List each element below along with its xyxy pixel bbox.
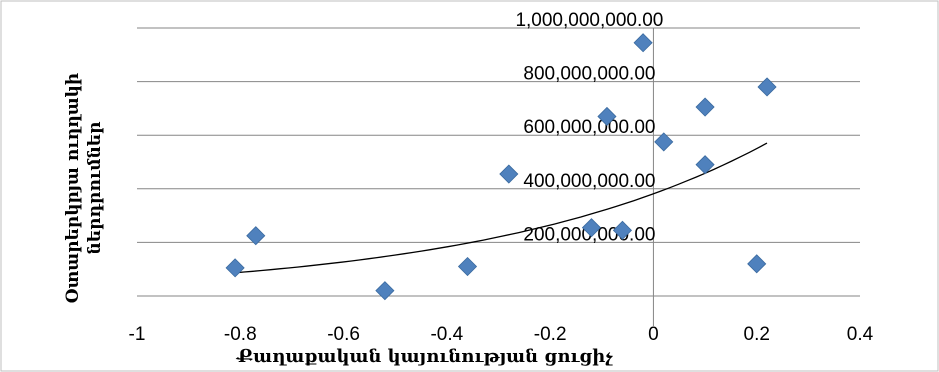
trendline-curve	[235, 142, 768, 274]
y-tick-label: 1,000,000,000.00	[515, 10, 663, 31]
x-tick-label: 0.4	[847, 324, 874, 345]
data-point	[695, 155, 715, 175]
data-point	[597, 106, 617, 127]
y-tick-label: 400,000,000.00	[523, 171, 655, 192]
data-point	[747, 254, 767, 274]
x-tick-label: -0.2	[534, 324, 567, 345]
data-point	[375, 281, 395, 301]
y-tick-label: 800,000,000.00	[523, 64, 655, 85]
data-point	[757, 77, 777, 97]
trendline	[235, 142, 768, 274]
x-tick-label: -1	[129, 324, 146, 345]
data-points	[225, 33, 777, 301]
gridlines	[137, 27, 860, 243]
data-point	[225, 258, 245, 278]
data-point	[612, 220, 633, 240]
x-tick-labels: -1 -0.8 -0.6 -0.4 -0.2 0 0.2 0.4	[129, 324, 874, 345]
data-point	[633, 33, 653, 53]
x-tick-label: -0.4	[430, 324, 463, 345]
data-point	[695, 97, 715, 117]
data-point	[457, 256, 478, 277]
data-point	[499, 164, 519, 184]
axes	[137, 28, 860, 326]
y-axis-title: Օտարերկրյա ուղղակի ներդրումներ	[63, 73, 105, 303]
y-tick-label: 600,000,000.00	[523, 117, 655, 138]
x-tick-label: 0	[648, 324, 659, 345]
x-axis-title: Քաղաքական կայունության ցուցիչ	[235, 346, 613, 367]
y-tick-labels: 200,000,000.00400,000,000.00600,000,000.…	[515, 10, 663, 245]
data-point	[246, 226, 266, 246]
data-point	[654, 132, 674, 152]
data-point	[581, 218, 602, 238]
x-tick-label: -0.8	[224, 324, 257, 345]
y-axis-title-line-2: ներդրումներ	[85, 122, 105, 255]
x-tick-label: 0.2	[744, 324, 770, 345]
x-tick-label: -0.6	[327, 324, 360, 345]
y-axis-title-line-1: Օտարերկրյա ուղղակի	[63, 73, 83, 303]
